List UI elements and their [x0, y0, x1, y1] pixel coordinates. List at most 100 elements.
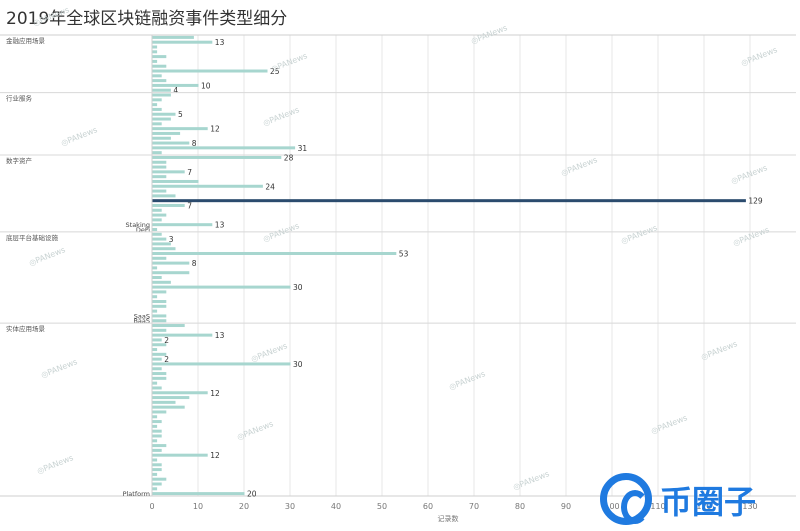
group-label: 实体应用场景: [6, 324, 46, 333]
bar: [152, 184, 263, 188]
bar: [152, 232, 162, 236]
bar: [152, 179, 199, 183]
bar: [152, 170, 185, 174]
data-label: 30: [293, 360, 303, 369]
bizquanzi-logo: 币圈子: [596, 469, 800, 531]
data-label: 8: [192, 139, 197, 148]
bar: [152, 64, 167, 68]
bar: [152, 487, 158, 491]
bar: [152, 376, 167, 380]
logo-text: 币圈子: [660, 483, 757, 521]
bar: [152, 472, 158, 476]
category-label: DeFi: [136, 226, 150, 234]
bar: [152, 208, 162, 212]
bar: [152, 74, 162, 78]
bar: [152, 348, 158, 352]
bar: [152, 194, 176, 198]
data-label: 10: [201, 81, 211, 90]
bar: [152, 165, 167, 169]
bar: [152, 122, 162, 126]
bar: [152, 88, 171, 92]
bar: [152, 276, 162, 280]
bar: [152, 405, 185, 409]
category-label: BaaS: [133, 317, 150, 325]
bar: [152, 410, 167, 414]
group-label: 金融应用场景: [6, 36, 46, 45]
logo-mark-icon: [600, 473, 652, 525]
bar: [152, 151, 162, 155]
bar: [152, 396, 190, 400]
bar: [152, 367, 162, 371]
bar: [152, 213, 167, 217]
x-tick-label: 30: [285, 502, 295, 511]
bar: [152, 453, 208, 457]
x-tick-label: 110: [650, 502, 665, 511]
bar: [152, 136, 171, 140]
bar: [152, 333, 213, 337]
bar: [152, 391, 208, 395]
x-tick-label: 120: [696, 502, 711, 511]
bar: [152, 429, 162, 433]
bar: [152, 285, 291, 289]
bar: [152, 117, 171, 121]
x-tick-label: 130: [742, 502, 757, 511]
category-label: Platform: [123, 490, 150, 498]
bar: [152, 83, 199, 87]
x-tick-label: 60: [423, 502, 433, 511]
bar: [152, 290, 167, 294]
bar: [152, 362, 291, 366]
data-label: 25: [270, 67, 280, 76]
bar: [152, 107, 162, 111]
bar: [152, 242, 171, 246]
data-label: 28: [284, 153, 294, 162]
bar: [152, 338, 162, 342]
bar: [152, 434, 162, 438]
bar: [152, 199, 746, 203]
category-label: SaaS: [134, 312, 150, 320]
bar: [152, 328, 167, 332]
data-label: 12: [210, 125, 220, 134]
data-label: 13: [215, 221, 225, 230]
x-tick-label: 50: [377, 502, 387, 511]
x-tick-label: 20: [239, 502, 249, 511]
bar: [152, 59, 158, 63]
bar: [152, 415, 158, 419]
bar: [152, 448, 162, 452]
data-label: 8: [192, 259, 197, 268]
data-label: 3: [169, 235, 174, 244]
group-label: 行业服务: [6, 94, 33, 103]
bar: [152, 131, 181, 135]
bar: [152, 343, 167, 347]
bar: [152, 203, 185, 207]
x-tick-label: 70: [469, 502, 479, 511]
bar: [152, 223, 213, 227]
bar: [152, 50, 158, 54]
bar: [152, 295, 158, 299]
bar: [152, 271, 190, 275]
bar: [152, 309, 158, 313]
bar: [152, 280, 171, 284]
data-label: 7: [187, 201, 192, 210]
bar: [152, 98, 162, 102]
bar: [152, 127, 208, 131]
bar: [152, 45, 158, 49]
data-label: 13: [215, 38, 225, 47]
bar: [152, 420, 162, 424]
bar: [152, 93, 171, 97]
bar: [152, 324, 185, 328]
bar: [152, 352, 167, 356]
bar: [152, 266, 158, 270]
bar: [152, 492, 245, 496]
bar: [152, 400, 176, 404]
bar: [152, 141, 190, 145]
bar: [152, 251, 397, 255]
bar: [152, 458, 158, 462]
bar: [152, 160, 167, 164]
x-tick-label: 40: [331, 502, 341, 511]
bar: [152, 319, 167, 323]
data-label: 5: [178, 110, 183, 119]
bar: [152, 112, 176, 116]
group-label: 底层平台基础设施: [6, 233, 59, 242]
group-label: 数字资产: [6, 156, 33, 165]
